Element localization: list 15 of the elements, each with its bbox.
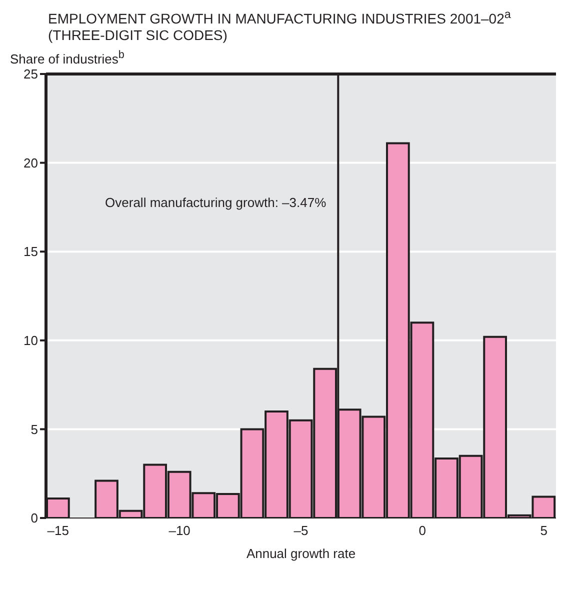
y-axis-title: Share of industries$^{b}$ [10,48,126,66]
x-tick-label: –5 [294,523,308,538]
y-tick-label: 0 [30,510,38,526]
x-axis-title: Annual growth rate [246,546,356,561]
y-tick-label: 25 [24,66,38,82]
y-tick-label: 15 [24,244,38,260]
x-tick-label: 5 [540,523,548,538]
y-tick-label: 20 [24,155,38,170]
y-tick-label: 10 [24,333,38,348]
y-tick-label: 5 [30,422,38,437]
ref-line-label: Overall manufacturing growth: –3.47% [105,195,327,210]
x-tick-label: –15 [47,523,69,538]
x-tick-label: –10 [168,523,190,538]
chart-title: EMPLOYMENT GROWTH IN MANUFACTURING INDUSTRIES 2001–02$^{a}$ (THREE-DIGIT SIC CODES) [48,8,511,43]
x-tick-label: 0 [418,523,426,538]
